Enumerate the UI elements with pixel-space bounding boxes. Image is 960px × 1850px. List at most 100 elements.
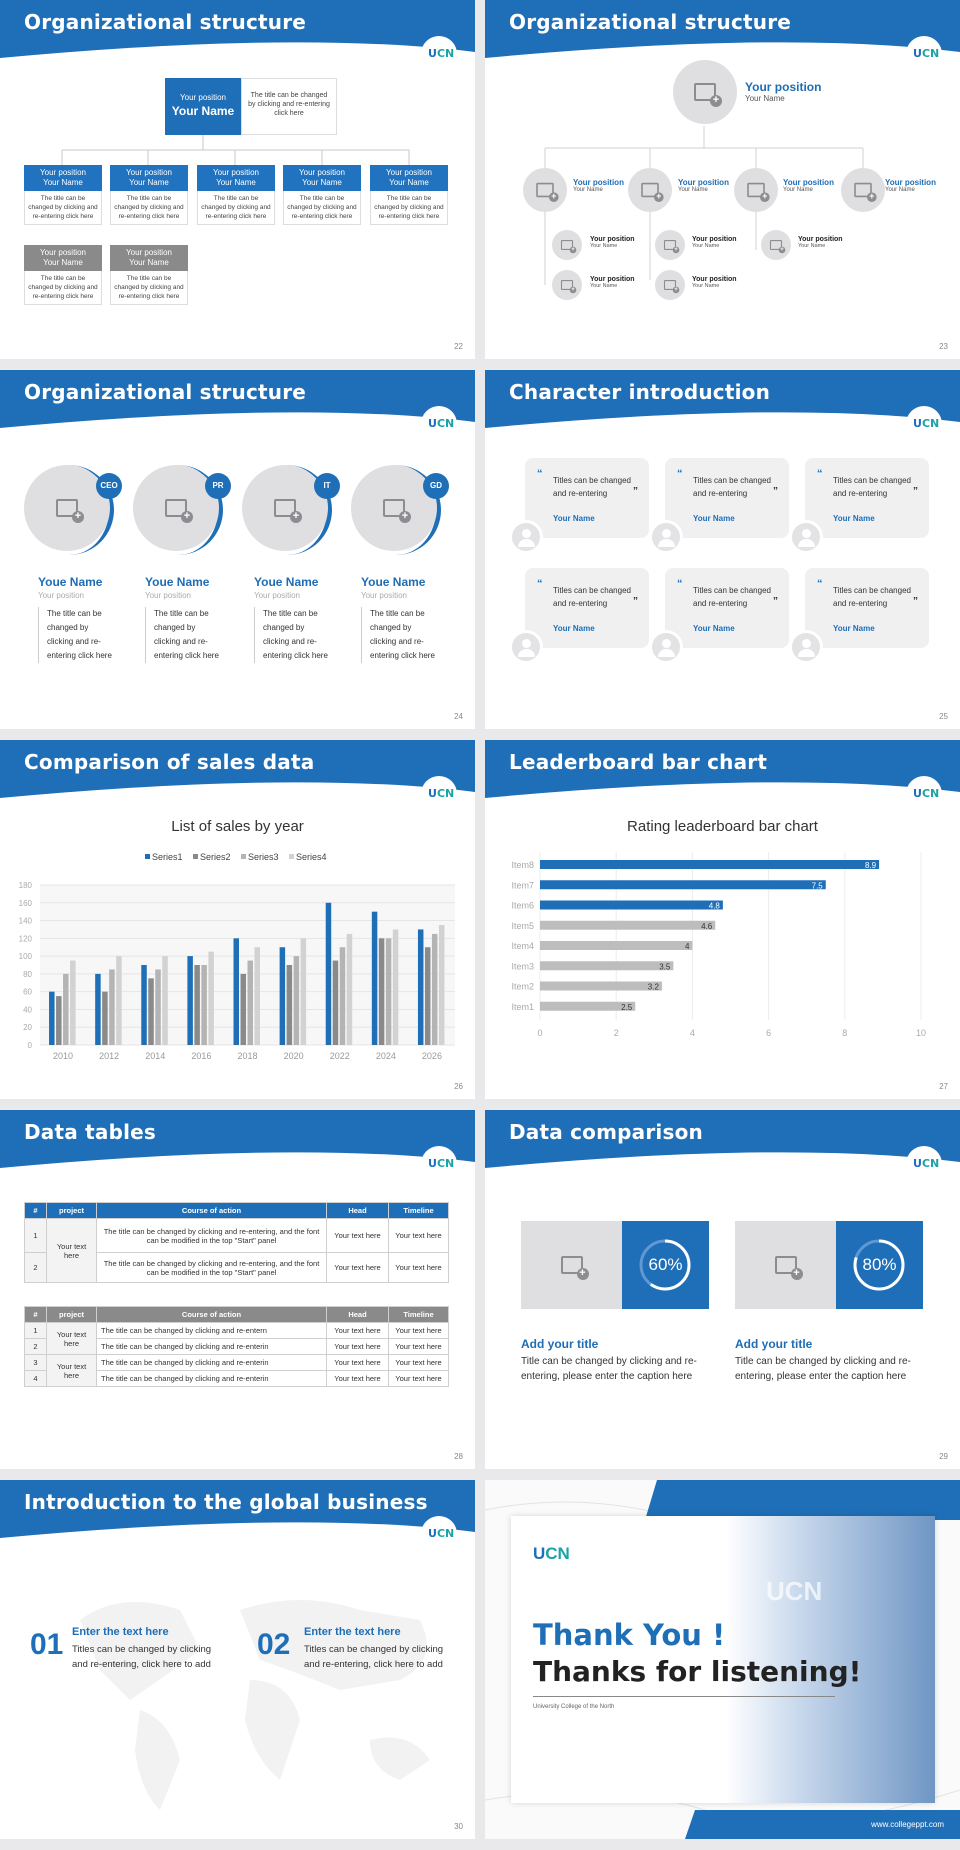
person-card[interactable]: CEO Youe Name Your position The title ca… (24, 465, 122, 715)
node-name: Your Name (798, 243, 826, 249)
photo-ring (24, 465, 114, 555)
top-node[interactable]: Your position Your Name (165, 78, 241, 135)
photo-placeholder[interactable] (761, 230, 791, 260)
photo-placeholder[interactable] (655, 230, 685, 260)
node-name: Your Name (573, 187, 603, 193)
org-node[interactable]: Your position Your Name The title can be … (283, 165, 361, 225)
cell-project: Your text here (46, 1354, 97, 1387)
table-row[interactable]: 1 Your text here The title can be change… (24, 1218, 449, 1283)
card-desc: Title can be changed by clicking and re-… (521, 1356, 697, 1382)
slide-header: Data tables (0, 1110, 475, 1176)
org-node[interactable]: Your position Your Name The title can be … (24, 245, 102, 305)
image-icon (694, 83, 722, 107)
person-card[interactable]: GD Youe Name Your position The title can… (351, 465, 449, 715)
x-tick-label: 2020 (284, 1051, 304, 1061)
card-bg (665, 568, 789, 648)
category-label: Item1 (511, 1002, 534, 1012)
slide-28[interactable]: Data tables UCN # project Course of acti… (0, 1110, 475, 1469)
org-node[interactable]: Your position Your Name The title can be … (370, 165, 448, 225)
item-desc: Titles can be changed by clicking and re… (304, 1644, 444, 1670)
slide-30[interactable]: Introduction to the global business UCN … (0, 1480, 475, 1839)
node-header: Your position Your Name (283, 165, 361, 191)
slide-title: Character introduction (509, 380, 771, 404)
y-tick-label: 60 (23, 988, 32, 997)
x-tick-label: 4 (690, 1028, 695, 1038)
slide-25[interactable]: Character introduction UCN “ Titles can … (485, 370, 960, 729)
mid-node-label: Your position Your Name (678, 178, 729, 193)
person-position: Your position (361, 591, 407, 600)
ucn-logo: UCN (906, 776, 942, 812)
image-icon (560, 280, 577, 294)
mid-node-label: Your position Your Name (783, 178, 834, 193)
org-node[interactable]: Your position Your Name The title can be … (110, 165, 188, 225)
avatar-icon (649, 630, 683, 664)
slide-26[interactable]: Comparison of sales data UCN List of sal… (0, 740, 475, 1099)
header-wave (485, 740, 960, 798)
photo-placeholder[interactable] (841, 168, 885, 212)
table-row[interactable]: 2 The title can be changed by clicking a… (24, 1252, 449, 1283)
slide-31[interactable]: UCN UCN Thank You ! Thanks for listening… (485, 1480, 960, 1839)
testimonial-card[interactable]: “ Titles can be changed and re-entering … (789, 568, 929, 664)
bar (540, 1001, 636, 1011)
testimonial-card[interactable]: “ Titles can be changed and re-entering … (649, 568, 789, 664)
image-icon (56, 499, 84, 523)
slide-22[interactable]: Organizational structure UCN Your positi… (0, 0, 475, 359)
data-table-1[interactable]: # project Course of action Head Timeline… (24, 1202, 449, 1283)
card-name: Your Name (553, 624, 595, 633)
mid-node-label: Your position Your Name (885, 178, 936, 193)
testimonial-card[interactable]: “ Titles can be changed and re-entering … (509, 458, 649, 554)
photo-placeholder[interactable] (552, 270, 582, 300)
slide-23[interactable]: Organizational structure UCN Your positi… (485, 0, 960, 359)
image-icon (536, 182, 559, 202)
photo-placeholder[interactable] (552, 230, 582, 260)
category-label: Item7 (511, 880, 534, 890)
photo-placeholder[interactable] (734, 168, 778, 212)
slide-title: Data comparison (509, 1120, 703, 1144)
bar (279, 947, 286, 1045)
person-card[interactable]: IT Youe Name Your position The title can… (242, 465, 340, 715)
org-node[interactable]: Your position Your Name The title can be … (197, 165, 275, 225)
testimonial-card[interactable]: “ Titles can be changed and re-entering … (509, 568, 649, 664)
node-name: Your Name (43, 258, 83, 267)
x-tick-label: 2014 (145, 1051, 165, 1061)
slide-27[interactable]: Leaderboard bar chart UCN Rating leaderb… (485, 740, 960, 1099)
quote-close-icon: ” (773, 596, 778, 607)
photo-placeholder[interactable] (523, 168, 567, 212)
data-label: 4.6 (701, 922, 713, 931)
sales-bar-chart[interactable]: Series1 Series2 Series3 Series4 0 20 40 60 80 100… (0, 835, 475, 1075)
bar (116, 956, 122, 1045)
cell-timeline: Your text here (388, 1218, 449, 1253)
low-node-label: Your position Your Name (692, 236, 737, 249)
bar (385, 938, 392, 1045)
testimonial-card[interactable]: “ Titles can be changed and re-entering … (649, 458, 789, 554)
photo-placeholder[interactable] (628, 168, 672, 212)
bar (392, 929, 399, 1045)
divider (533, 1696, 835, 1697)
org-node[interactable]: Your position Your Name The title can be … (24, 165, 102, 225)
table-row[interactable]: 1 Your text here The title can be change… (24, 1322, 449, 1355)
legend-label: Series1 (152, 852, 183, 862)
slide-24[interactable]: Organizational structure UCN CEO Youe Na… (0, 370, 475, 729)
org-node[interactable]: Your position Your Name The title can be … (110, 245, 188, 305)
person-name: Youe Name (145, 575, 210, 589)
bar (194, 965, 200, 1045)
role-badge: IT (314, 473, 340, 499)
quote-open-icon: “ (817, 468, 823, 480)
slide-29[interactable]: Data comparison UCN 60% Add your title T… (485, 1110, 960, 1469)
website-link[interactable]: www.collegeppt.com (871, 1820, 944, 1829)
data-label: 4 (685, 942, 690, 951)
photo-placeholder[interactable] (655, 270, 685, 300)
x-tick-label: 2012 (99, 1051, 119, 1061)
photo-placeholder[interactable] (673, 60, 737, 124)
table-row[interactable]: 3 Your text here The title can be change… (24, 1354, 449, 1387)
bar (540, 920, 716, 930)
data-table-2[interactable]: # project Course of action Head Timeline… (24, 1306, 449, 1387)
person-card[interactable]: PR Youe Name Your position The title can… (133, 465, 231, 715)
testimonial-card[interactable]: “ Titles can be changed and re-entering … (789, 458, 929, 554)
leaderboard-bar-chart[interactable]: 0 2 4 6 8 10 Item8 8.9 Item7 7.5 Item6 4.8 Item5 4.6 I… (485, 840, 960, 1070)
image-icon (663, 240, 680, 254)
ucn-logo: UCN (421, 1146, 457, 1182)
table-row[interactable]: 2 The title can be changed by clicking a… (24, 1338, 449, 1355)
table-row[interactable]: 4 The title can be changed by clicking a… (24, 1370, 449, 1387)
y-tick-label: 100 (19, 952, 33, 961)
